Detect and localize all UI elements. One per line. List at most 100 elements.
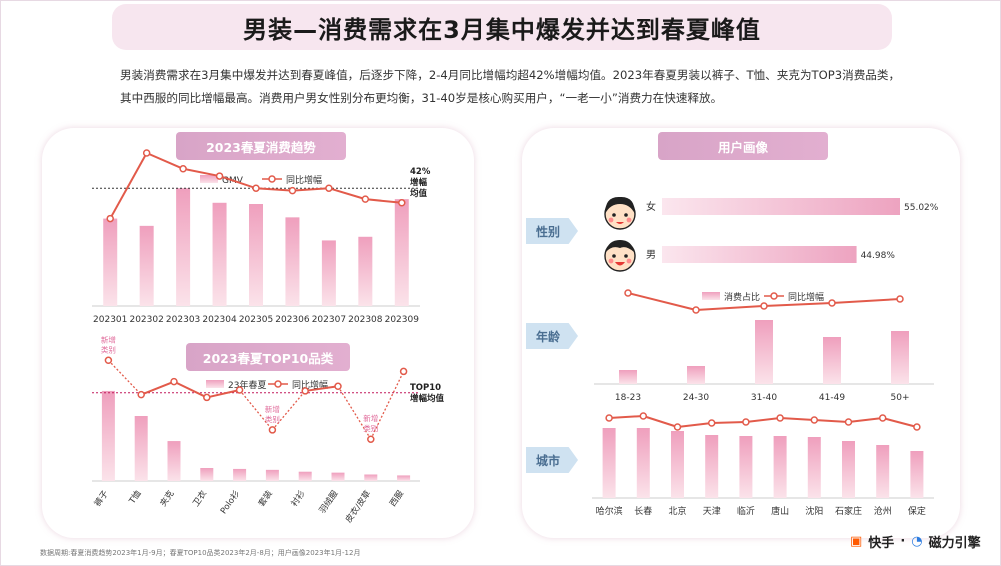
trend-line-point-5	[288, 186, 297, 195]
age-line-point-4	[896, 295, 904, 303]
trend-bar-4	[249, 204, 263, 306]
top10-bar-8	[364, 474, 378, 481]
top10-annotation-0-line-0: 新增	[101, 334, 116, 344]
top10-reference-label-0: TOP10	[410, 383, 441, 393]
city-bar-2	[671, 431, 684, 498]
city-tick-label-9: 保定	[908, 505, 926, 517]
top10-line-point-5	[268, 426, 277, 434]
top10-panel-title-text: 2023春夏TOP10品类	[202, 350, 334, 366]
city-line-point-5	[776, 414, 784, 422]
age-legend-line-marker	[770, 292, 778, 300]
age-tick-label-4: 50+	[891, 393, 910, 403]
city-bar-8	[876, 445, 890, 498]
trend-line-segment-2	[182, 167, 220, 178]
top10-line-point-0	[104, 356, 113, 365]
city-tick-label-3: 天津	[703, 506, 721, 517]
age-line-segment-1	[695, 305, 765, 311]
top10-line-point-1	[137, 390, 145, 399]
age-bar-1	[687, 366, 705, 384]
city-line-point-0	[605, 414, 613, 422]
age-bar-0	[619, 370, 637, 384]
top10-panel-title: 2023春夏TOP10品类	[186, 343, 350, 371]
top10-line-segment-3	[206, 389, 240, 399]
top10-legend-bar-label: 23年春夏	[228, 379, 266, 391]
trend-tick-label-3: 202304	[202, 315, 237, 325]
brand-separator: ·	[900, 534, 906, 549]
trend-reference-label-0: 42%	[410, 167, 431, 177]
city-bar-9	[910, 451, 924, 498]
top10-tick-label-3: 卫衣	[190, 488, 209, 509]
page-title: 男装—消费需求在3月集中爆发并达到春夏峰值	[243, 15, 761, 44]
top10-annotation-0-line-1: 类别	[101, 344, 116, 354]
user-profile-title: 用户画像	[658, 132, 828, 160]
trend-tick-label-6: 202307	[312, 315, 346, 325]
trend-bar-8	[394, 199, 409, 306]
city-line-point-7	[844, 418, 853, 426]
city-tick-label-1: 长春	[634, 505, 652, 517]
trend-bar-1	[139, 225, 154, 306]
age-tick-label-2: 31-40	[751, 393, 777, 403]
top10-bar-0	[101, 390, 115, 481]
trend-reference-label-1: 增幅	[410, 177, 428, 188]
city-tick-label-4: 临沂	[737, 505, 755, 517]
brand-logos: ▣ 快手 · ◔ 磁力引擎	[850, 532, 981, 551]
trend-legend-line-label: 同比增幅	[286, 174, 322, 186]
trend-line-point-0	[106, 214, 114, 223]
top10-tick-label-2: 夹克	[158, 488, 177, 509]
age-line-segment-0	[627, 292, 697, 311]
top10-tick-label-5: 套装	[256, 488, 275, 509]
female-avatar-icon	[604, 196, 636, 230]
top10-line-segment-4	[239, 389, 273, 431]
trend-line-point-1	[142, 149, 151, 157]
gender-category-1: 男	[646, 249, 656, 261]
top10-line-point-4	[235, 386, 244, 394]
trend-line-segment-4	[255, 187, 293, 192]
male-avatar-icon	[604, 240, 636, 272]
trend-tick-label-2: 202303	[166, 315, 200, 325]
top10-line-point-9	[399, 367, 408, 376]
cili-label: 磁力引擎	[928, 536, 981, 551]
top10-annotation-1-line-1: 类别	[265, 414, 280, 424]
trend-tick-label-0: 202301	[93, 315, 127, 325]
city-bar-3	[705, 435, 719, 498]
city-line-segment-6	[814, 419, 849, 423]
age-line-point-0	[624, 289, 632, 297]
trend-tick-label-4: 202305	[239, 315, 273, 325]
top10-bar-7	[331, 472, 345, 481]
trend-tick-label-5: 202306	[275, 315, 310, 325]
page-title-bar: 男装—消费需求在3月集中爆发并达到春夏峰值	[112, 4, 892, 50]
top10-bar-9	[397, 475, 411, 481]
city-line-segment-7	[848, 417, 883, 423]
trend-bar-5	[285, 217, 300, 306]
city-bar-0	[602, 428, 616, 498]
city-line-point-1	[639, 412, 648, 420]
top10-line-segment-0	[107, 359, 142, 396]
city-line-segment-8	[882, 417, 918, 428]
gender-bar-1	[662, 246, 857, 263]
top10-line-segment-2	[173, 380, 208, 399]
gender-chart: 女 55.02% 男 44.98%	[646, 198, 939, 263]
summary-text: 男装消费需求在3月集中爆发并达到春夏峰值，后逐步下降，2-4月同比增幅均超42%…	[120, 68, 901, 105]
top10-line-point-8	[367, 435, 375, 443]
city-tick-label-5: 唐山	[771, 505, 789, 517]
trend-bar-2	[176, 188, 191, 306]
age-line-segment-3	[831, 298, 901, 304]
top10-annotation-1-line-0: 新增	[265, 404, 280, 414]
trend-line-point-8	[398, 199, 406, 207]
trend-line-segment-6	[328, 187, 366, 201]
trend-line-point-4	[252, 184, 260, 192]
top10-legend-bar-swatch	[206, 380, 224, 388]
trend-tick-label-7: 202308	[348, 315, 383, 325]
kuaishou-label: 快手	[868, 536, 895, 551]
age-bar-3	[823, 337, 841, 384]
age-legend-bar-label: 消费占比	[724, 291, 760, 303]
top10-bar-1	[134, 416, 148, 481]
city-line-segment-0	[609, 415, 644, 419]
city-line-segment-3	[711, 421, 746, 424]
trend-bar-3	[212, 202, 227, 306]
trend-bar-0	[103, 218, 118, 306]
top10-bar-2	[167, 441, 181, 481]
trend-line-segment-5	[292, 187, 329, 192]
city-bar-1	[636, 428, 650, 498]
